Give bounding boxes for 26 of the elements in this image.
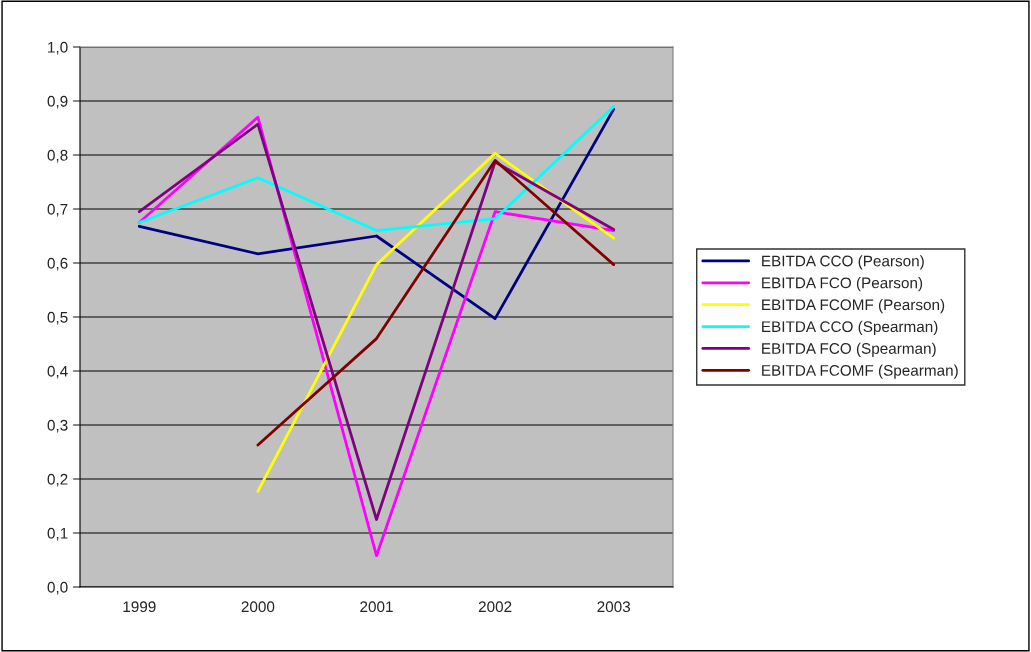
legend-label: EBITDA FCO (Spearman) [762, 342, 936, 357]
y-tick-label: 0,5 [47, 311, 68, 325]
line-series [137, 107, 616, 321]
y-tick-label: 0,1 [47, 527, 68, 541]
legend-label: EBITDA FCO (Pearson) [762, 277, 923, 292]
y-tick-label: 0,8 [47, 149, 68, 163]
line-series [137, 105, 616, 232]
y-tick-label: 0,3 [47, 419, 68, 433]
legend-label: EBITDA FCOMF (Spearman) [762, 364, 958, 379]
y-tick-label: 0,2 [47, 473, 68, 487]
y-tick-label: 0,4 [47, 365, 68, 379]
y-tick-label: 0,9 [47, 95, 68, 109]
x-tick-label: 2000 [241, 601, 275, 613]
y-tick-label: 0,0 [47, 581, 68, 595]
line-series [256, 159, 616, 447]
y-tick-label: 1,0 [48, 41, 68, 55]
x-tick-label: 2003 [597, 601, 631, 613]
legend-label: EBITDA CCO (Spearman) [762, 320, 938, 336]
x-tick-label: 1999 [123, 601, 156, 613]
y-tick-label: 0,7 [47, 203, 68, 217]
line-series [256, 151, 616, 493]
x-tick-label: 2001 [360, 601, 393, 613]
legend-label: EBITDA FCOMF (Pearson) [762, 298, 945, 314]
x-tick-label: 2002 [478, 601, 512, 613]
legend-label: EBITDA CCO (Pearson) [762, 255, 924, 270]
y-tick-label: 0,6 [47, 257, 68, 271]
